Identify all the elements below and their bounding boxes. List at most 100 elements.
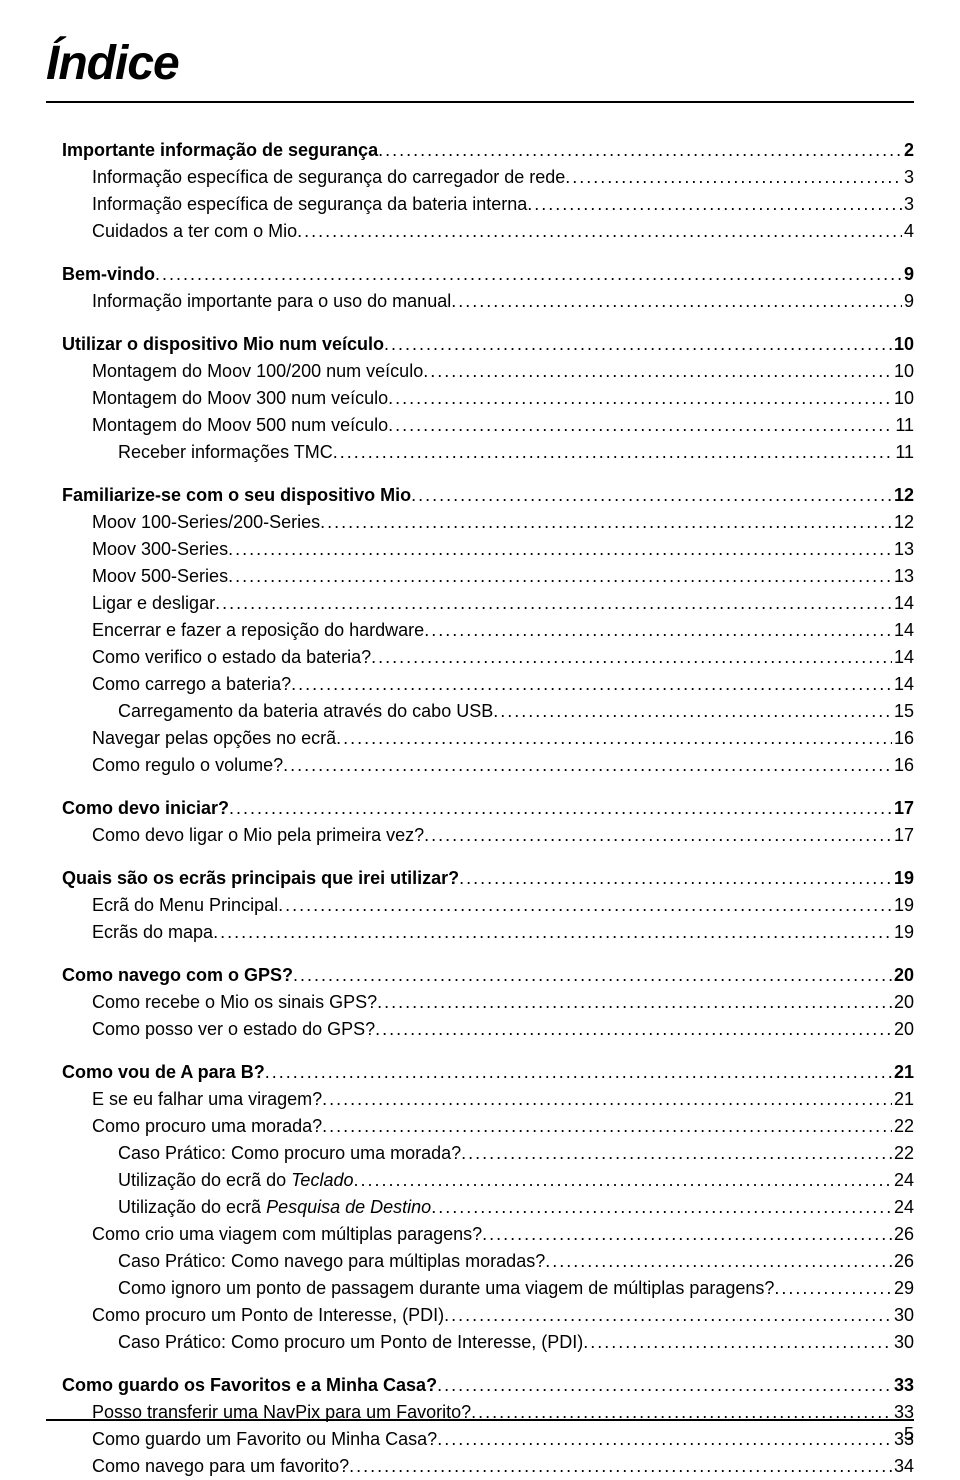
toc-row: Moov 300-Series 13	[46, 536, 914, 563]
toc-leader	[583, 1329, 892, 1356]
toc-row: Como vou de A para B?21	[46, 1059, 914, 1086]
toc-label: Como navego para um favorito?	[92, 1453, 349, 1480]
toc-leader	[297, 218, 902, 245]
toc-leader	[388, 412, 893, 439]
toc-leader	[424, 822, 892, 849]
page-number: 5	[904, 1424, 914, 1444]
toc-row: Utilização do ecrã do Teclado 24	[46, 1167, 914, 1194]
toc-row: Como recebe o Mio os sinais GPS? 20	[46, 989, 914, 1016]
toc-page: 2	[902, 137, 914, 164]
toc-gap	[46, 245, 914, 261]
toc-label: Como devo iniciar?	[62, 795, 229, 822]
toc-gap	[46, 466, 914, 482]
toc-page: 13	[892, 536, 914, 563]
toc-label-italic: Pesquisa de Destino	[266, 1197, 431, 1217]
toc-leader	[215, 590, 892, 617]
toc-row: Informação específica de segurança do ca…	[46, 164, 914, 191]
toc-leader	[155, 261, 902, 288]
toc-row: Moov 500-Series13	[46, 563, 914, 590]
toc-leader	[293, 962, 892, 989]
toc-page: 24	[892, 1167, 914, 1194]
toc-label: Como ignoro um ponto de passagem durante…	[118, 1275, 774, 1302]
toc-label: Navegar pelas opções no ecrã	[92, 725, 336, 752]
toc-page: 12	[892, 509, 914, 536]
toc-row: Como procuro uma morada?22	[46, 1113, 914, 1140]
toc-page: 16	[892, 752, 914, 779]
toc-page: 22	[892, 1113, 914, 1140]
toc-label: Utilização do ecrã do Teclado	[118, 1167, 353, 1194]
toc-label: Como recebe o Mio os sinais GPS?	[92, 989, 377, 1016]
toc-row: Como ignoro um ponto de passagem durante…	[46, 1275, 914, 1302]
toc-leader	[493, 698, 892, 725]
toc-leader	[384, 331, 892, 358]
toc-page: 21	[892, 1059, 914, 1086]
toc-page: 17	[892, 795, 914, 822]
toc-label: Moov 100-Series/200-Series	[92, 509, 320, 536]
toc-row: Importante informação de segurança2	[46, 137, 914, 164]
toc-label: Caso Prático: Como procuro uma morada?	[118, 1140, 461, 1167]
toc-page: 10	[892, 358, 914, 385]
toc-row: Moov 100-Series/200-Series 12	[46, 509, 914, 536]
toc-leader	[322, 1113, 892, 1140]
toc-gap	[46, 315, 914, 331]
toc-gap	[46, 849, 914, 865]
toc-leader	[545, 1248, 892, 1275]
toc-label: Como regulo o volume?	[92, 752, 283, 779]
toc-leader	[278, 892, 892, 919]
toc-row: Caso Prático: Como navego para múltiplas…	[46, 1248, 914, 1275]
toc-page: 4	[902, 218, 914, 245]
toc-leader	[322, 1086, 892, 1113]
toc-page: 26	[892, 1221, 914, 1248]
toc-leader	[461, 1140, 892, 1167]
toc-label: Ecrã do Menu Principal	[92, 892, 278, 919]
toc-leader	[375, 1016, 892, 1043]
toc-page: 33	[892, 1372, 914, 1399]
toc-row: Bem-vindo9	[46, 261, 914, 288]
toc-page: 26	[892, 1248, 914, 1275]
toc-row: Como navego para um favorito? 34	[46, 1453, 914, 1480]
toc-page: 19	[892, 892, 914, 919]
toc-gap	[46, 779, 914, 795]
toc-label: Moov 300-Series	[92, 536, 228, 563]
toc-page: 19	[892, 865, 914, 892]
toc-leader	[378, 137, 902, 164]
toc-page: 19	[892, 919, 914, 946]
toc-leader	[451, 288, 902, 315]
toc-leader	[213, 919, 892, 946]
toc-page: 3	[902, 191, 914, 218]
toc-label: Utilizar o dispositivo Mio num veículo	[62, 331, 384, 358]
toc-page: 24	[892, 1194, 914, 1221]
toc-row: Cuidados a ter com o Mio 4	[46, 218, 914, 245]
toc-label: Informação específica de segurança da ba…	[92, 191, 527, 218]
toc-gap	[46, 1356, 914, 1372]
toc-list: Importante informação de segurança2Infor…	[46, 137, 914, 1480]
toc-row: Como navego com o GPS?20	[46, 962, 914, 989]
toc-row: Carregamento da bateria através do cabo …	[46, 698, 914, 725]
toc-page: 29	[892, 1275, 914, 1302]
toc-page: 21	[892, 1086, 914, 1113]
toc-page: 14	[892, 617, 914, 644]
toc-label: Informação importante para o uso do manu…	[92, 288, 451, 315]
toc-label: Cuidados a ter com o Mio	[92, 218, 297, 245]
toc-page: 20	[892, 1016, 914, 1043]
toc-row: Caso Prático: Como procuro uma morada?22	[46, 1140, 914, 1167]
toc-page: 20	[892, 989, 914, 1016]
toc-row: Ecrãs do mapa19	[46, 919, 914, 946]
toc-page: 15	[892, 698, 914, 725]
toc-page: 12	[892, 482, 914, 509]
toc-page: 34	[892, 1453, 914, 1480]
toc-leader	[283, 752, 892, 779]
toc-leader	[229, 795, 892, 822]
toc-leader	[482, 1221, 892, 1248]
toc-page: 3	[902, 164, 914, 191]
toc-row: Utilização do ecrã Pesquisa de Destino24	[46, 1194, 914, 1221]
toc-leader	[228, 536, 892, 563]
toc-leader	[320, 509, 892, 536]
toc-page: 14	[892, 671, 914, 698]
toc-label: Receber informações TMC	[118, 439, 333, 466]
toc-leader	[333, 439, 894, 466]
toc-row: Ligar e desligar14	[46, 590, 914, 617]
toc-label: Como crio uma viagem com múltiplas parag…	[92, 1221, 482, 1248]
toc-row: Receber informações TMC11	[46, 439, 914, 466]
toc-label: Como verifico o estado da bateria?	[92, 644, 371, 671]
